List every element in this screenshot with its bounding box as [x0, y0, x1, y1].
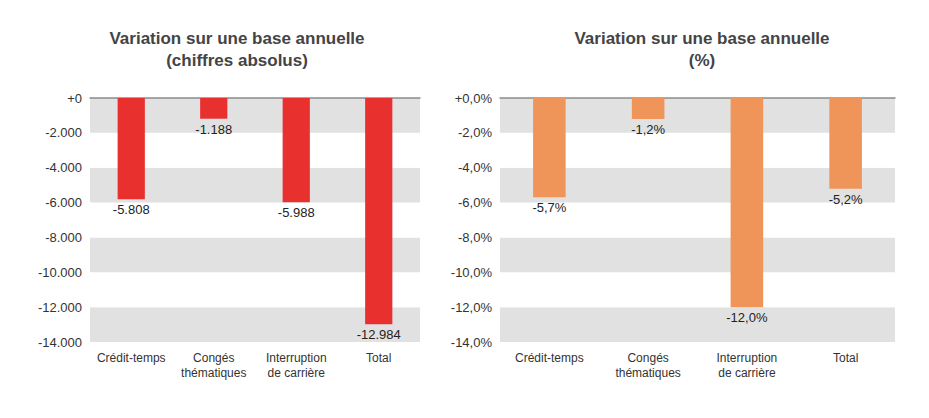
svg-text:-2.000: -2.000	[45, 125, 82, 140]
svg-text:(chiffres absolus): (chiffres absolus)	[166, 51, 308, 70]
svg-text:+0,0%: +0,0%	[455, 91, 493, 106]
svg-text:-5.808: -5.808	[113, 202, 150, 217]
svg-text:Crédit-temps: Crédit-temps	[515, 351, 584, 365]
svg-text:de carrière: de carrière	[268, 366, 326, 380]
svg-text:thématiques: thématiques	[181, 366, 246, 380]
svg-text:-1.188: -1.188	[195, 122, 232, 137]
svg-text:-12,0%: -12,0%	[451, 300, 493, 315]
svg-text:-4.000: -4.000	[45, 160, 82, 175]
svg-text:-14.000: -14.000	[38, 335, 82, 350]
svg-text:-10,0%: -10,0%	[451, 265, 493, 280]
svg-text:Congés: Congés	[193, 351, 234, 365]
svg-text:Variation sur une base annuell: Variation sur une base annuelle	[109, 29, 364, 48]
svg-text:-6.000: -6.000	[45, 195, 82, 210]
svg-text:-12.000: -12.000	[38, 300, 82, 315]
svg-text:thématiques: thématiques	[615, 366, 680, 380]
svg-text:-14,0%: -14,0%	[451, 335, 493, 350]
svg-text:Total: Total	[366, 351, 391, 365]
svg-text:-10.000: -10.000	[38, 265, 82, 280]
svg-text:de carrière: de carrière	[718, 366, 776, 380]
svg-text:-8,0%: -8,0%	[458, 230, 492, 245]
svg-text:-4,0%: -4,0%	[458, 160, 492, 175]
svg-text:-1,2%: -1,2%	[631, 122, 665, 137]
svg-text:Variation sur une base annuell: Variation sur une base annuelle	[574, 29, 829, 48]
svg-text:Congés: Congés	[627, 351, 668, 365]
svg-text:-5,2%: -5,2%	[829, 192, 863, 207]
svg-text:-12,0%: -12,0%	[726, 310, 768, 325]
svg-text:-6,0%: -6,0%	[458, 195, 492, 210]
svg-text:Interruption: Interruption	[266, 351, 327, 365]
svg-text:-12.984: -12.984	[357, 327, 401, 342]
svg-text:+0: +0	[67, 91, 82, 106]
svg-text:-2,0%: -2,0%	[458, 125, 492, 140]
svg-text:(%): (%)	[689, 51, 715, 70]
svg-text:Crédit-temps: Crédit-temps	[97, 351, 166, 365]
svg-text:-5,7%: -5,7%	[532, 200, 566, 215]
svg-text:Interruption: Interruption	[717, 351, 778, 365]
svg-text:Total: Total	[833, 351, 858, 365]
svg-text:-5.988: -5.988	[278, 205, 315, 220]
svg-text:-8.000: -8.000	[45, 230, 82, 245]
